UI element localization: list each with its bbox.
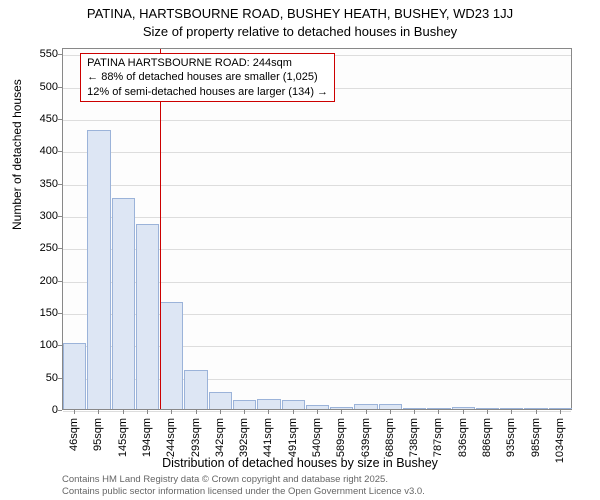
- histogram-chart: PATINA, HARTSBOURNE ROAD, BUSHEY HEATH, …: [0, 0, 600, 500]
- y-tick-label: 300: [30, 210, 58, 222]
- histogram-bar: [112, 198, 135, 409]
- x-tick-mark: [390, 410, 391, 414]
- x-tick-mark: [244, 410, 245, 414]
- histogram-bar: [257, 399, 280, 409]
- footer-line-1: Contains HM Land Registry data © Crown c…: [62, 474, 388, 485]
- grid-line: [63, 185, 571, 186]
- y-tick-mark: [58, 54, 62, 55]
- histogram-bar: [403, 408, 426, 409]
- x-tick-mark: [196, 410, 197, 414]
- histogram-bar: [209, 392, 232, 409]
- y-tick-label: 200: [30, 275, 58, 287]
- y-tick-mark: [58, 119, 62, 120]
- histogram-bar: [330, 407, 353, 409]
- x-tick-mark: [511, 410, 512, 414]
- histogram-bar: [282, 400, 305, 409]
- histogram-bar: [354, 404, 377, 409]
- histogram-bar: [160, 302, 183, 409]
- y-tick-label: 150: [30, 307, 58, 319]
- histogram-bar: [452, 407, 475, 409]
- x-tick-mark: [98, 410, 99, 414]
- y-tick-mark: [58, 410, 62, 411]
- histogram-bar: [233, 400, 256, 409]
- histogram-bar: [500, 408, 523, 409]
- y-tick-mark: [58, 378, 62, 379]
- histogram-bar: [136, 224, 159, 409]
- y-tick-mark: [58, 281, 62, 282]
- y-tick-mark: [58, 313, 62, 314]
- grid-line: [63, 120, 571, 121]
- footer-line-2: Contains public sector information licen…: [62, 486, 425, 497]
- x-tick-mark: [74, 410, 75, 414]
- x-tick-mark: [171, 410, 172, 414]
- y-tick-label: 400: [30, 145, 58, 157]
- y-tick-mark: [58, 151, 62, 152]
- plot-area: PATINA HARTSBOURNE ROAD: 244sqm← 88% of …: [62, 48, 572, 410]
- chart-title-main: PATINA, HARTSBOURNE ROAD, BUSHEY HEATH, …: [0, 6, 600, 21]
- x-tick-mark: [487, 410, 488, 414]
- y-tick-mark: [58, 216, 62, 217]
- grid-line: [63, 152, 571, 153]
- y-tick-mark: [58, 345, 62, 346]
- grid-line: [63, 217, 571, 218]
- y-tick-label: 100: [30, 339, 58, 351]
- x-tick-mark: [147, 410, 148, 414]
- x-tick-mark: [560, 410, 561, 414]
- x-tick-mark: [268, 410, 269, 414]
- y-tick-label: 250: [30, 242, 58, 254]
- x-tick-mark: [438, 410, 439, 414]
- histogram-bar: [63, 343, 86, 409]
- x-tick-mark: [220, 410, 221, 414]
- histogram-bar: [476, 408, 499, 409]
- histogram-bar: [87, 130, 110, 409]
- x-tick-mark: [293, 410, 294, 414]
- marker-line: [160, 49, 161, 409]
- histogram-bar: [184, 370, 207, 409]
- histogram-bar: [549, 408, 572, 409]
- y-tick-label: 0: [30, 404, 58, 416]
- x-tick-mark: [414, 410, 415, 414]
- histogram-bar: [524, 408, 547, 409]
- annotation-line: PATINA HARTSBOURNE ROAD: 244sqm: [87, 56, 328, 70]
- y-tick-mark: [58, 184, 62, 185]
- x-tick-mark: [341, 410, 342, 414]
- x-tick-mark: [463, 410, 464, 414]
- x-tick-mark: [536, 410, 537, 414]
- y-tick-mark: [58, 248, 62, 249]
- x-tick-mark: [317, 410, 318, 414]
- x-tick-mark: [123, 410, 124, 414]
- y-tick-label: 450: [30, 113, 58, 125]
- y-tick-label: 350: [30, 178, 58, 190]
- histogram-bar: [379, 404, 402, 409]
- chart-title-sub: Size of property relative to detached ho…: [0, 24, 600, 39]
- annotation-line: 12% of semi-detached houses are larger (…: [87, 85, 328, 99]
- y-tick-label: 50: [30, 372, 58, 384]
- x-tick-mark: [366, 410, 367, 414]
- y-tick-label: 550: [30, 48, 58, 60]
- annotation-box: PATINA HARTSBOURNE ROAD: 244sqm← 88% of …: [80, 53, 335, 102]
- histogram-bar: [306, 405, 329, 409]
- x-axis-label: Distribution of detached houses by size …: [0, 456, 600, 470]
- y-tick-label: 500: [30, 81, 58, 93]
- y-tick-mark: [58, 87, 62, 88]
- y-axis-label: Number of detached houses: [10, 79, 24, 230]
- histogram-bar: [427, 408, 450, 409]
- annotation-line: ← 88% of detached houses are smaller (1,…: [87, 70, 328, 84]
